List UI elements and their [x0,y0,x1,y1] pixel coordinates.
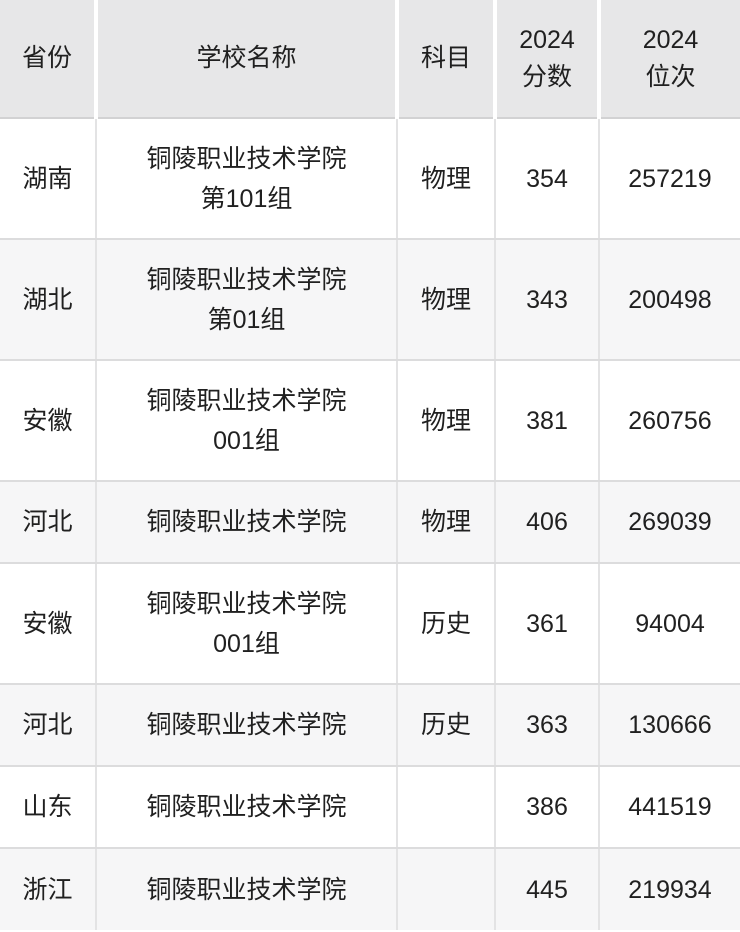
cell-province: 湖南 [0,118,96,240]
cell-province: 湖北 [0,239,96,361]
cell-subject: 物理 [396,118,495,240]
cell-score: 386 [494,766,599,849]
cell-rank: 200498 [598,239,740,361]
school-group-line: 第01组 [207,305,286,334]
cell-score: 445 [494,848,599,930]
school-name-line: 铜陵职业技术学院 [146,386,347,415]
school-name-line: 铜陵职业技术学院 [146,875,347,904]
header-rank-label: 位次 [645,62,696,91]
table-header: 省份 学校名称 科目 2024 分数 2024 位次 [0,0,740,119]
cell-subject: 物理 [396,481,495,564]
cell-subject: 历史 [396,563,495,685]
cell-rank: 94004 [598,563,740,685]
cell-province: 安徽 [0,360,96,482]
cell-province: 浙江 [0,848,96,930]
cell-score: 354 [494,118,599,240]
cell-school-name: 铜陵职业技术学院 [95,848,397,930]
table-row: 河北 铜陵职业技术学院 物理 406 269039 [0,481,740,564]
cell-rank: 441519 [598,766,740,849]
column-header-province: 省份 [0,0,96,119]
school-name-line: 铜陵职业技术学院 [146,144,347,173]
cell-school-name: 铜陵职业技术学院 第01组 [95,239,397,361]
table-row: 安徽 铜陵职业技术学院 001组 历史 361 94004 [0,563,740,685]
school-name-line: 铜陵职业技术学院 [146,265,347,294]
header-row: 省份 学校名称 科目 2024 分数 2024 位次 [0,0,740,119]
column-header-subject: 科目 [395,0,495,119]
table-row: 山东 铜陵职业技术学院 386 441519 [0,766,740,849]
school-name-line: 铜陵职业技术学院 [146,589,347,618]
cell-subject: 物理 [396,239,495,361]
table-row: 安徽 铜陵职业技术学院 001组 物理 381 260756 [0,360,740,482]
cell-rank: 260756 [598,360,740,482]
cell-province: 河北 [0,481,96,564]
cell-score: 343 [494,239,599,361]
school-name-line: 铜陵职业技术学院 [146,711,347,739]
cell-subject [396,848,495,930]
school-group-line: 第101组 [200,184,293,213]
cell-school-name: 铜陵职业技术学院 第101组 [95,118,397,240]
cell-school-name: 铜陵职业技术学院 001组 [95,360,397,482]
cell-rank: 269039 [598,481,740,564]
cell-province: 河北 [0,684,96,767]
school-group-line: 001组 [213,426,280,455]
cell-subject [396,766,495,849]
table-row: 河北 铜陵职业技术学院 历史 363 130666 [0,684,740,767]
table-row: 浙江 铜陵职业技术学院 445 219934 [0,848,740,930]
cell-school-name: 铜陵职业技术学院 [95,766,397,849]
cell-score: 361 [494,563,599,685]
column-header-score: 2024 分数 [493,0,599,119]
table-row: 湖北 铜陵职业技术学院 第01组 物理 343 200498 [0,239,740,361]
cell-rank: 257219 [598,118,740,240]
column-header-school: 学校名称 [94,0,397,119]
cell-score: 363 [494,684,599,767]
cell-subject: 历史 [396,684,495,767]
school-name-line: 铜陵职业技术学院 [146,508,347,536]
cell-rank: 219934 [598,848,740,930]
cell-school-name: 铜陵职业技术学院 [95,684,397,767]
header-score-label: 分数 [521,62,572,91]
school-group-line: 001组 [213,629,280,658]
column-header-rank: 2024 位次 [597,0,740,119]
cell-school-name: 铜陵职业技术学院 [95,481,397,564]
school-name-line: 铜陵职业技术学院 [146,793,347,821]
cell-school-name: 铜陵职业技术学院 001组 [95,563,397,685]
cell-score: 381 [494,360,599,482]
cell-province: 安徽 [0,563,96,685]
cell-rank: 130666 [598,684,740,767]
table-body: 湖南 铜陵职业技术学院 第101组 物理 354 257219 湖北 铜陵职业技术… [0,118,740,930]
cell-province: 山东 [0,766,96,849]
table-row: 湖南 铜陵职业技术学院 第101组 物理 354 257219 [0,118,740,240]
cell-score: 406 [494,481,599,564]
header-rank-year: 2024 [642,25,699,54]
header-score-year: 2024 [519,25,575,54]
cell-subject: 物理 [396,360,495,482]
